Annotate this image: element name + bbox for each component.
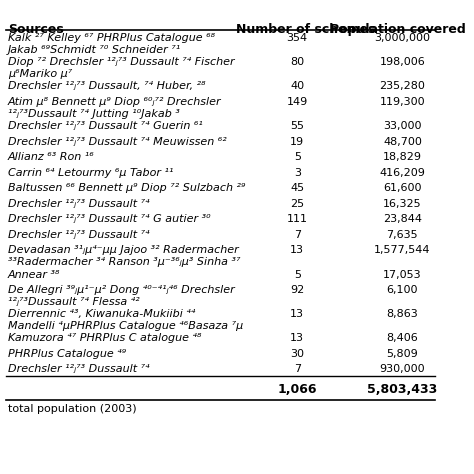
Text: 119,300: 119,300: [380, 97, 425, 107]
Text: 198,006: 198,006: [380, 57, 425, 67]
Text: 17,053: 17,053: [383, 270, 422, 280]
Text: 7,635: 7,635: [387, 230, 418, 240]
Text: Drechsler ¹²ⱼ⁷³ Dussault ⁷⁴: Drechsler ¹²ⱼ⁷³ Dussault ⁷⁴: [8, 199, 150, 209]
Text: 30: 30: [290, 349, 304, 359]
Text: 18,829: 18,829: [383, 152, 422, 162]
Text: 8,406: 8,406: [386, 333, 418, 343]
Text: 5,809: 5,809: [386, 349, 418, 359]
Text: Drechsler ¹²ⱼ⁷³ Dussault ⁷⁴: Drechsler ¹²ⱼ⁷³ Dussault ⁷⁴: [8, 230, 150, 240]
Text: 45: 45: [290, 183, 304, 193]
Text: Drechsler ¹²ⱼ⁷³ Dussault ⁷⁴: Drechsler ¹²ⱼ⁷³ Dussault ⁷⁴: [8, 364, 150, 374]
Text: Diop ⁷² Drechsler ¹²ⱼ⁷³ Dussault ⁷⁴ Fischer
µ⁶Mariko µ⁷: Diop ⁷² Drechsler ¹²ⱼ⁷³ Dussault ⁷⁴ Fisc…: [8, 57, 235, 79]
Text: Drechsler ¹²ⱼ⁷³ Dussault ⁷⁴ Guerin ⁶¹: Drechsler ¹²ⱼ⁷³ Dussault ⁷⁴ Guerin ⁶¹: [8, 121, 203, 131]
Text: Dierrennic ⁴³, Kiwanuka-Mukiibi ⁴⁴
Mandelli ⁴µPHRPlus Catalogue ⁴⁶Basaza ⁷µ: Dierrennic ⁴³, Kiwanuka-Mukiibi ⁴⁴ Mande…: [8, 309, 243, 331]
Text: 61,600: 61,600: [383, 183, 422, 193]
Text: 80: 80: [290, 57, 304, 67]
Text: Baltussen ⁶⁶ Bennett µ⁹ Diop ⁷² Sulzbach ²⁹: Baltussen ⁶⁶ Bennett µ⁹ Diop ⁷² Sulzbach…: [8, 183, 246, 193]
Text: Annear ³⁸: Annear ³⁸: [8, 270, 61, 280]
Text: De Allegri ³⁹ⱼµ¹⁻µ² Dong ⁴⁰⁻⁴¹ⱼ⁴⁶ Drechsler
¹²ⱼ⁷³Dussault ⁷⁴ Flessa ⁴²: De Allegri ³⁹ⱼµ¹⁻µ² Dong ⁴⁰⁻⁴¹ⱼ⁴⁶ Drechs…: [8, 285, 235, 307]
Text: 354: 354: [287, 34, 308, 44]
Text: Carrin ⁶⁴ Letourmy ⁶µ Tabor ¹¹: Carrin ⁶⁴ Letourmy ⁶µ Tabor ¹¹: [8, 168, 173, 178]
Text: 1,577,544: 1,577,544: [374, 246, 431, 255]
Text: 13: 13: [290, 309, 304, 319]
Text: Drechsler ¹²ⱼ⁷³ Dussault ⁷⁴ Meuwissen ⁶²: Drechsler ¹²ⱼ⁷³ Dussault ⁷⁴ Meuwissen ⁶²: [8, 137, 227, 146]
Text: 40: 40: [290, 82, 304, 91]
Text: 3,000,000: 3,000,000: [374, 34, 430, 44]
Text: 48,700: 48,700: [383, 137, 422, 146]
Text: PHRPlus Catalogue ⁴⁹: PHRPlus Catalogue ⁴⁹: [8, 349, 126, 359]
Text: 92: 92: [290, 285, 304, 295]
Text: Drechsler ¹²ⱼ⁷³ Dussault, ⁷⁴ Huber, ²⁸: Drechsler ¹²ⱼ⁷³ Dussault, ⁷⁴ Huber, ²⁸: [8, 82, 206, 91]
Text: 16,325: 16,325: [383, 199, 422, 209]
Text: Population covered: Population covered: [330, 23, 466, 36]
Text: 55: 55: [290, 121, 304, 131]
Text: 235,280: 235,280: [380, 82, 425, 91]
Text: Kalk ²⁷ Kelley ⁶⁷ PHRPlus Catalogue ⁶⁸
Jakab ⁶⁹Schmidt ⁷⁰ Schneider ⁷¹: Kalk ²⁷ Kelley ⁶⁷ PHRPlus Catalogue ⁶⁸ J…: [8, 34, 215, 55]
Text: 8,863: 8,863: [386, 309, 418, 319]
Text: 1,066: 1,066: [277, 383, 317, 396]
Text: Number of schemes: Number of schemes: [236, 23, 376, 36]
Text: 13: 13: [290, 333, 304, 343]
Text: 5,803,433: 5,803,433: [367, 383, 438, 396]
Text: 19: 19: [290, 137, 304, 146]
Text: 6,100: 6,100: [387, 285, 418, 295]
Text: 111: 111: [287, 214, 308, 224]
Text: 7: 7: [293, 364, 301, 374]
Text: Allianz ⁶³ Ron ¹⁶: Allianz ⁶³ Ron ¹⁶: [8, 152, 95, 162]
Text: 416,209: 416,209: [380, 168, 425, 178]
Text: Sources: Sources: [8, 23, 64, 36]
Text: 3: 3: [294, 168, 301, 178]
Text: 5: 5: [294, 270, 301, 280]
Text: Atim µ⁸ Bennett µ⁹ Diop ⁶⁰ⱼ⁷² Drechsler
¹²ⱼ⁷³Dussault ⁷⁴ Jutting ¹⁰Jakab ³: Atim µ⁸ Bennett µ⁹ Diop ⁶⁰ⱼ⁷² Drechsler …: [8, 97, 221, 118]
Text: Devadasan ³¹ⱼµ⁴⁻µµ Jajoo ³² Radermacher
³³Radermacher ³⁴ Ranson ³µ⁻³⁶ⱼµ³ Sinha ³: Devadasan ³¹ⱼµ⁴⁻µµ Jajoo ³² Radermacher …: [8, 246, 240, 267]
Text: Drechsler ¹²ⱼ⁷³ Dussault ⁷⁴ G autier ³⁰: Drechsler ¹²ⱼ⁷³ Dussault ⁷⁴ G autier ³⁰: [8, 214, 210, 224]
Text: 13: 13: [290, 246, 304, 255]
Text: total population (2003): total population (2003): [8, 404, 137, 414]
Text: 149: 149: [287, 97, 308, 107]
Text: Kamuzora ⁴⁷ PHRPlus C atalogue ⁴⁸: Kamuzora ⁴⁷ PHRPlus C atalogue ⁴⁸: [8, 333, 201, 343]
Text: 930,000: 930,000: [380, 364, 425, 374]
Text: 25: 25: [290, 199, 304, 209]
Text: 23,844: 23,844: [383, 214, 422, 224]
Text: 5: 5: [294, 152, 301, 162]
Text: 33,000: 33,000: [383, 121, 422, 131]
Text: 7: 7: [293, 230, 301, 240]
